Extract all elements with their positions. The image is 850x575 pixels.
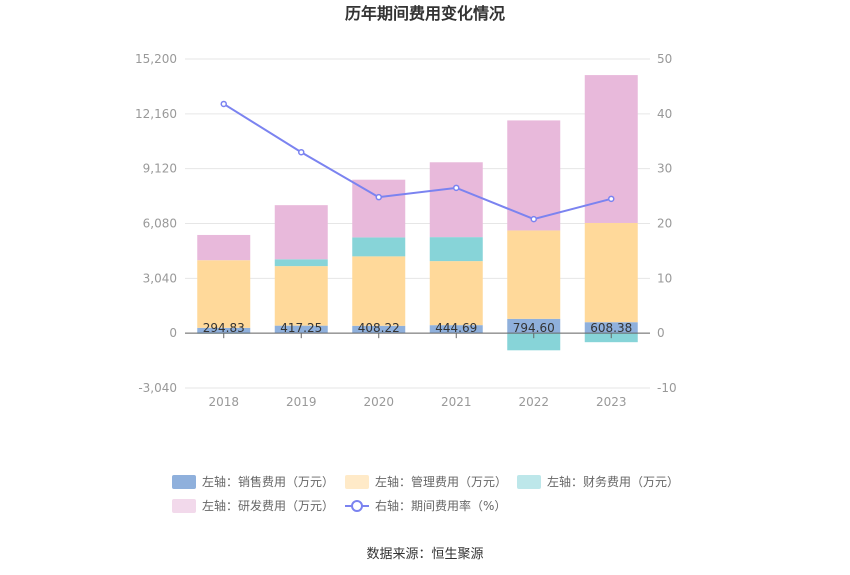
data-label: 417.25 [280,321,322,335]
bar-segment [429,325,483,334]
bar-segment [274,266,328,326]
bar-segment [429,237,483,262]
left-axis-tick-label: 3,040 [143,271,177,285]
rate-point [375,193,382,201]
rate-point [298,148,305,156]
bar-segment [429,261,483,326]
data-label: 294.83 [203,321,245,335]
left-axis-tick-label: -3,040 [138,381,177,395]
left-axis-tick-label: 6,080 [143,217,177,231]
x-axis-tick-label: 2023 [596,395,627,409]
data-label: 408.22 [358,321,400,335]
legend-swatch [172,475,196,489]
bar-segment [507,333,561,351]
x-axis-tick-label: 2021 [441,395,472,409]
left-axis-tick-label: 12,160 [135,107,177,121]
bar-segment [352,179,406,238]
bar-segment [352,325,406,334]
legend-label: 左轴：财务费用（万元） [547,474,679,489]
rate-point [453,184,460,192]
bar-segment [352,237,406,257]
rate-point [220,100,227,108]
bar-segment [507,318,561,334]
bar-segment [584,322,638,334]
legend-swatch [345,475,369,489]
right-axis-tick-label: 40 [657,107,672,121]
legend-label: 右轴：期间费用率（%） [375,498,506,513]
rate-point [608,195,615,203]
right-axis-tick-label: 10 [657,271,672,285]
x-axis-tick-label: 2022 [518,395,549,409]
grid-lines [185,58,650,389]
bar-segment [274,259,328,267]
right-axis-ticks: 50 40 30 20 10 0 -10 [657,52,677,395]
legend-line-marker [351,500,363,512]
rate-line-series [220,100,615,223]
x-axis-tick-label: 2020 [363,395,394,409]
left-axis-ticks: 15,200 12,160 9,120 6,080 3,040 0 -3,040 [135,52,177,395]
right-axis-tick-label: -10 [657,381,677,395]
legend-label: 左轴：管理费用（万元） [375,474,507,489]
legend-swatch [517,475,541,489]
data-label: 794.60 [513,321,555,335]
bar-segment [352,256,406,326]
left-axis-tick-label: 0 [169,326,177,340]
right-axis-tick-label: 50 [657,52,672,66]
chart-title: 历年期间费用变化情况 [345,4,505,23]
right-axis-tick-label: 30 [657,162,672,176]
legend-label: 左轴：销售费用（万元） [202,474,334,489]
bar-segment [584,222,638,323]
x-axis-ticks: 2018 2019 2020 2021 2022 2023 [208,395,626,409]
left-axis-tick-label: 9,120 [143,162,177,176]
data-labels: 294.83 417.25 408.22 444.69 794.60 608.38 [203,321,633,335]
zero-axis [185,332,650,339]
bar-segment [197,327,251,334]
bar-segment [274,205,328,260]
right-axis-tick-label: 20 [657,217,672,231]
data-label: 608.38 [590,321,632,335]
x-axis-tick-label: 2018 [208,395,239,409]
legend: 左轴：销售费用（万元） 左轴：管理费用（万元） 左轴：财务费用（万元） 左轴：研发费用… [172,474,679,513]
bars [197,75,638,351]
right-axis-tick-label: 0 [657,326,665,340]
bar-segment [507,230,561,319]
bar-segment [197,260,251,328]
rate-line [223,103,612,221]
data-label: 444.69 [435,321,477,335]
legend-swatch [172,499,196,513]
bar-segment [197,234,251,261]
source-note: 数据来源：恒生聚源 [366,547,483,562]
rate-point [530,215,537,223]
left-axis-tick-label: 15,200 [135,52,177,66]
bar-segment [429,162,483,238]
x-axis-tick-label: 2019 [286,395,317,409]
bar-segment [274,325,328,334]
legend-label: 左轴：研发费用（万元） [202,498,334,513]
